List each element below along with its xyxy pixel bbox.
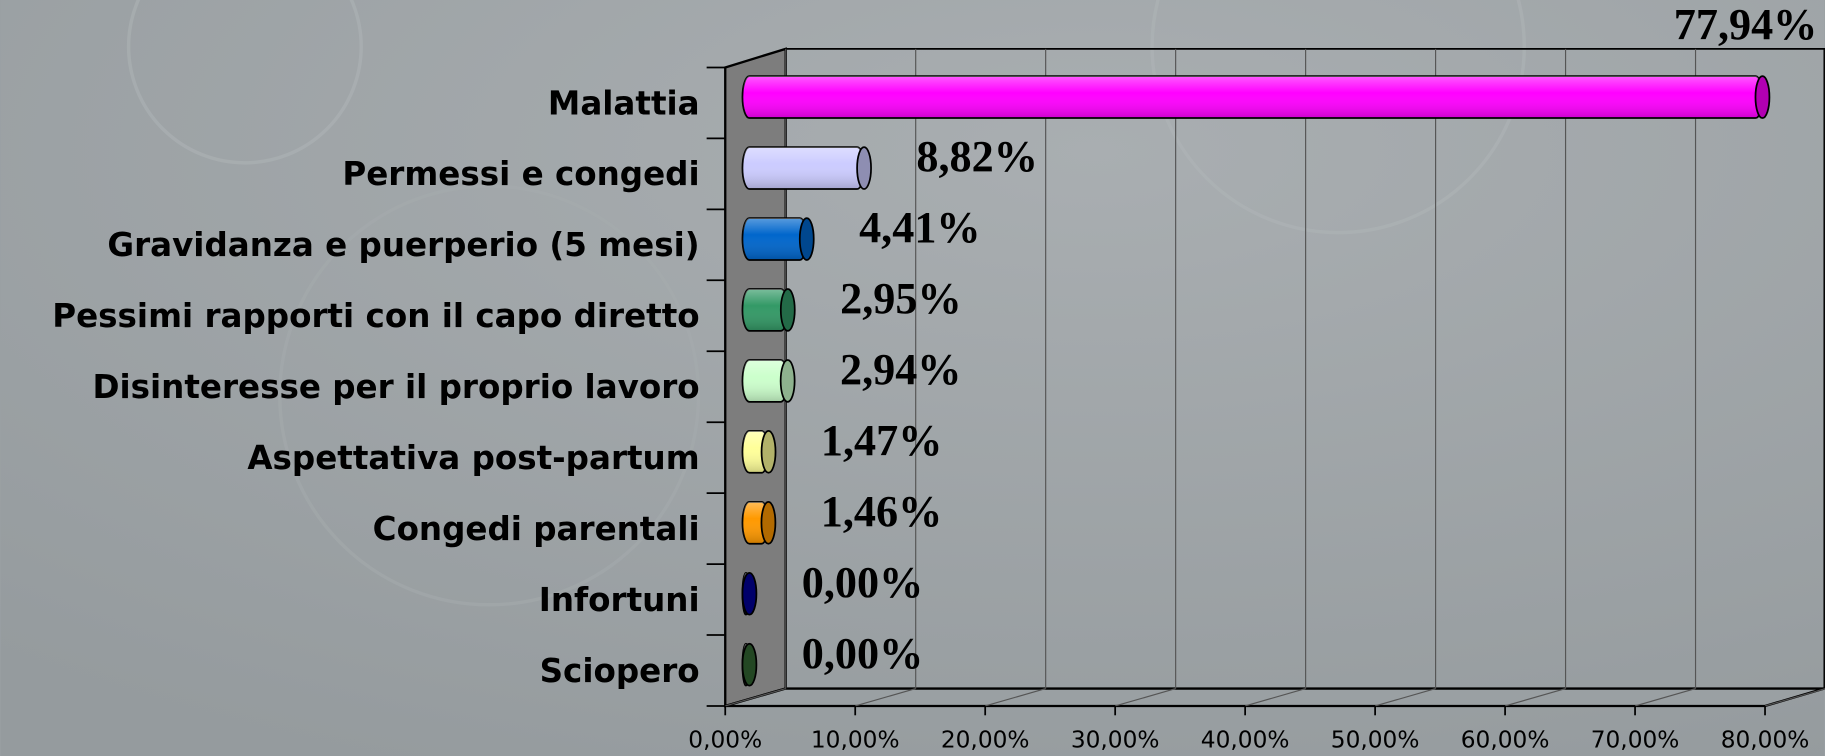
floor-grid-line — [1634, 687, 1696, 707]
x-tick-label: 70,00% — [1591, 726, 1680, 753]
category-label: Malattia — [548, 84, 700, 122]
category-label: Permessi e congedi — [342, 155, 699, 193]
floor-grid-line — [1504, 687, 1566, 707]
decor — [126, 0, 363, 165]
category-label: Infortuni — [539, 581, 700, 619]
category-label: Congedi parentali — [373, 510, 700, 548]
x-tick-label: 0,00% — [688, 726, 762, 753]
value-label: 0,00% — [802, 558, 924, 607]
x-tick-label: 50,00% — [1331, 726, 1420, 753]
x-tick-label: 20,00% — [941, 726, 1030, 753]
floor-grid-line — [1115, 687, 1176, 707]
x-tick-label: 30,00% — [1071, 726, 1160, 753]
bar-cap-shade — [857, 147, 872, 189]
bar-cap-shade — [780, 359, 795, 402]
value-label: 1,46% — [821, 487, 943, 536]
value-label: 1,47% — [821, 416, 943, 465]
value-label: 8,82% — [916, 132, 1038, 181]
floor-grid-line — [855, 687, 916, 707]
x-tick-label: 40,00% — [1201, 726, 1290, 753]
floor-grid-line — [1374, 687, 1436, 707]
bar-cap-shade — [799, 218, 814, 260]
floor-grid-line — [1764, 688, 1825, 707]
floor-grid-line — [725, 687, 786, 707]
bar-cap — [1754, 75, 1771, 119]
bar-cap — [798, 217, 815, 261]
bar-cap-shade — [780, 289, 795, 331]
bar-cap — [856, 146, 872, 190]
bar-shine — [742, 289, 788, 331]
category-label: Aspettativa post-partum — [247, 439, 699, 477]
decor — [278, 184, 701, 607]
value-label: 77,94% — [1674, 0, 1818, 49]
bar-cap-shade — [761, 501, 776, 544]
value-label: 2,95% — [840, 274, 962, 323]
x-tick-label: 10,00% — [811, 726, 900, 753]
bar-cap — [760, 500, 777, 545]
floor-grid-line — [985, 687, 1046, 707]
bar-cap — [741, 642, 758, 687]
category-label: Gravidanza e puerperio (5 mesi) — [107, 226, 699, 264]
bar-shine — [742, 147, 865, 189]
bar-shine — [742, 76, 1763, 119]
category-label: Disinteresse per il proprio lavoro — [92, 368, 699, 406]
bar-cap — [741, 571, 758, 616]
value-label: 4,41% — [859, 203, 981, 252]
x-tick-label: 80,00% — [1721, 726, 1810, 753]
bar-cap-shade — [1755, 76, 1770, 119]
bar-cap — [779, 288, 796, 332]
decor — [1150, 0, 1526, 235]
bar-shine — [742, 359, 788, 402]
bar-shine — [742, 218, 807, 260]
bar-cap-shade — [761, 430, 776, 473]
value-label: 0,00% — [802, 629, 924, 678]
x-tick-label: 60,00% — [1461, 726, 1550, 753]
bar-cap — [760, 430, 777, 474]
bar-cap-shade — [742, 572, 757, 615]
category-label: Pessimi rapporti con il capo diretto — [52, 297, 699, 335]
floor-grid-line — [1244, 687, 1306, 707]
bar-cap-shade — [742, 643, 757, 686]
value-label: 2,94% — [840, 345, 962, 394]
category-label: Sciopero — [540, 652, 700, 690]
bar-cap — [779, 359, 796, 403]
